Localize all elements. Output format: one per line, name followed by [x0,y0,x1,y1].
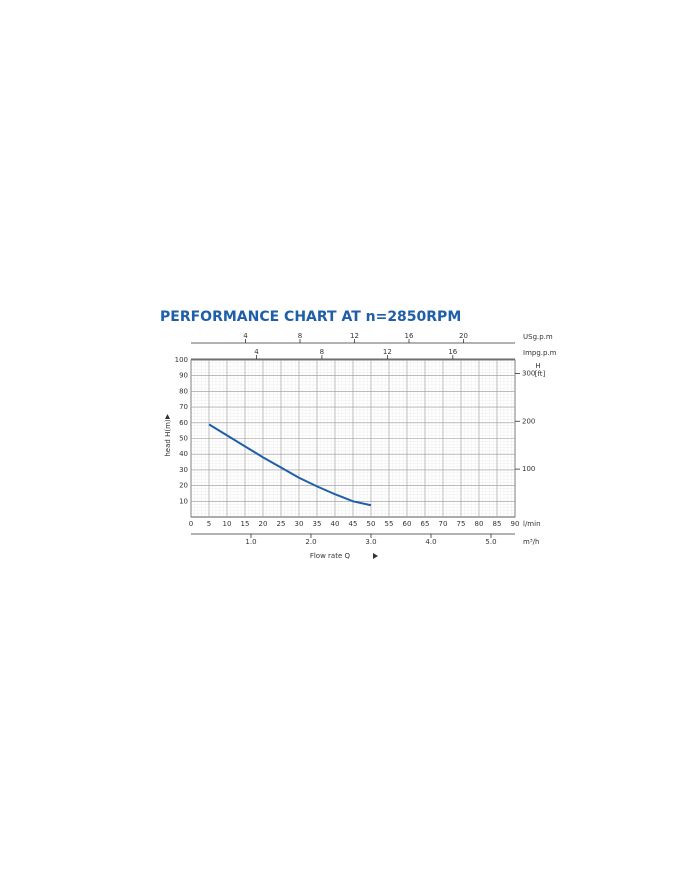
x-tick-label: 35 [313,520,322,528]
data-line [208,423,372,507]
x-tick-label: 60 [403,520,412,528]
secondary-tick-label: 12 [350,332,359,340]
x-tick-label: 90 [511,520,520,528]
y-axis-arrow [165,414,170,419]
x-tick-label: 50 [367,520,376,528]
y2-tick-label: 300 [522,369,535,377]
secondary-tick-label: 4.0 [425,538,436,546]
x-tick-label: 55 [385,520,394,528]
x-axis-arrow [373,553,378,559]
y-tick-label: 70 [179,403,188,411]
y-tick-label: 40 [179,450,188,458]
x-tick-label: 0 [189,520,193,528]
secondary-tick-label: 16 [448,348,457,356]
secondary-tick-label: 2.0 [305,538,316,546]
x-tick-label: 75 [457,520,466,528]
y-tick-label: 90 [179,372,188,380]
y-tick-label: 100 [175,356,188,364]
y-tick-label: 10 [179,497,188,505]
y-tick-label: 80 [179,387,188,395]
secondary-tick-label: 16 [405,332,414,340]
secondary-tick-label: 4 [254,348,259,356]
secondary-tick-label: 8 [298,332,302,340]
x-tick-label: 30 [295,520,304,528]
x-tick-label: 70 [439,520,448,528]
y-tick-label: 50 [179,435,188,443]
chart-title: PERFORMANCE CHART AT n=2850RPM [160,309,461,325]
secondary-tick-label: 12 [383,348,392,356]
x-tick-label: 10 [223,520,232,528]
x-tick-label: 15 [241,520,250,528]
y-tick-label: 20 [179,482,188,490]
secondary-tick-label: 20 [459,332,468,340]
y2-tick-label: 200 [522,417,535,425]
x-tick-label: 5 [207,520,211,528]
x-tick-label: 85 [493,520,502,528]
x-tick-label: 40 [331,520,340,528]
secondary-axis-label: m³/h [523,538,539,546]
x-tick-label: 20 [259,520,268,528]
x-tick-label: 45 [349,520,358,528]
y-axis-label: head H(m) [164,419,172,457]
secondary-tick-label: 3.0 [365,538,376,546]
x-unit: l/min [523,520,541,528]
secondary-tick-label: 5.0 [485,538,496,546]
x-tick-label: 80 [475,520,484,528]
x-tick-label: 65 [421,520,430,528]
secondary-tick-label: 1.0 [245,538,256,546]
secondary-tick-label: 4 [243,332,248,340]
x-tick-label: 25 [277,520,286,528]
y2-tick-label: 100 [522,465,535,473]
secondary-axis-label: USg.p.m [523,333,553,341]
secondary-axis-label: Impg.p.m [523,349,557,357]
y-tick-label: 30 [179,466,188,474]
secondary-tick-label: 8 [320,348,324,356]
y2-unit: [ft] [535,370,546,378]
y2-axis-label: H [535,362,540,370]
x-axis-label: Flow rate Q [310,552,351,560]
y-tick-label: 60 [179,419,188,427]
